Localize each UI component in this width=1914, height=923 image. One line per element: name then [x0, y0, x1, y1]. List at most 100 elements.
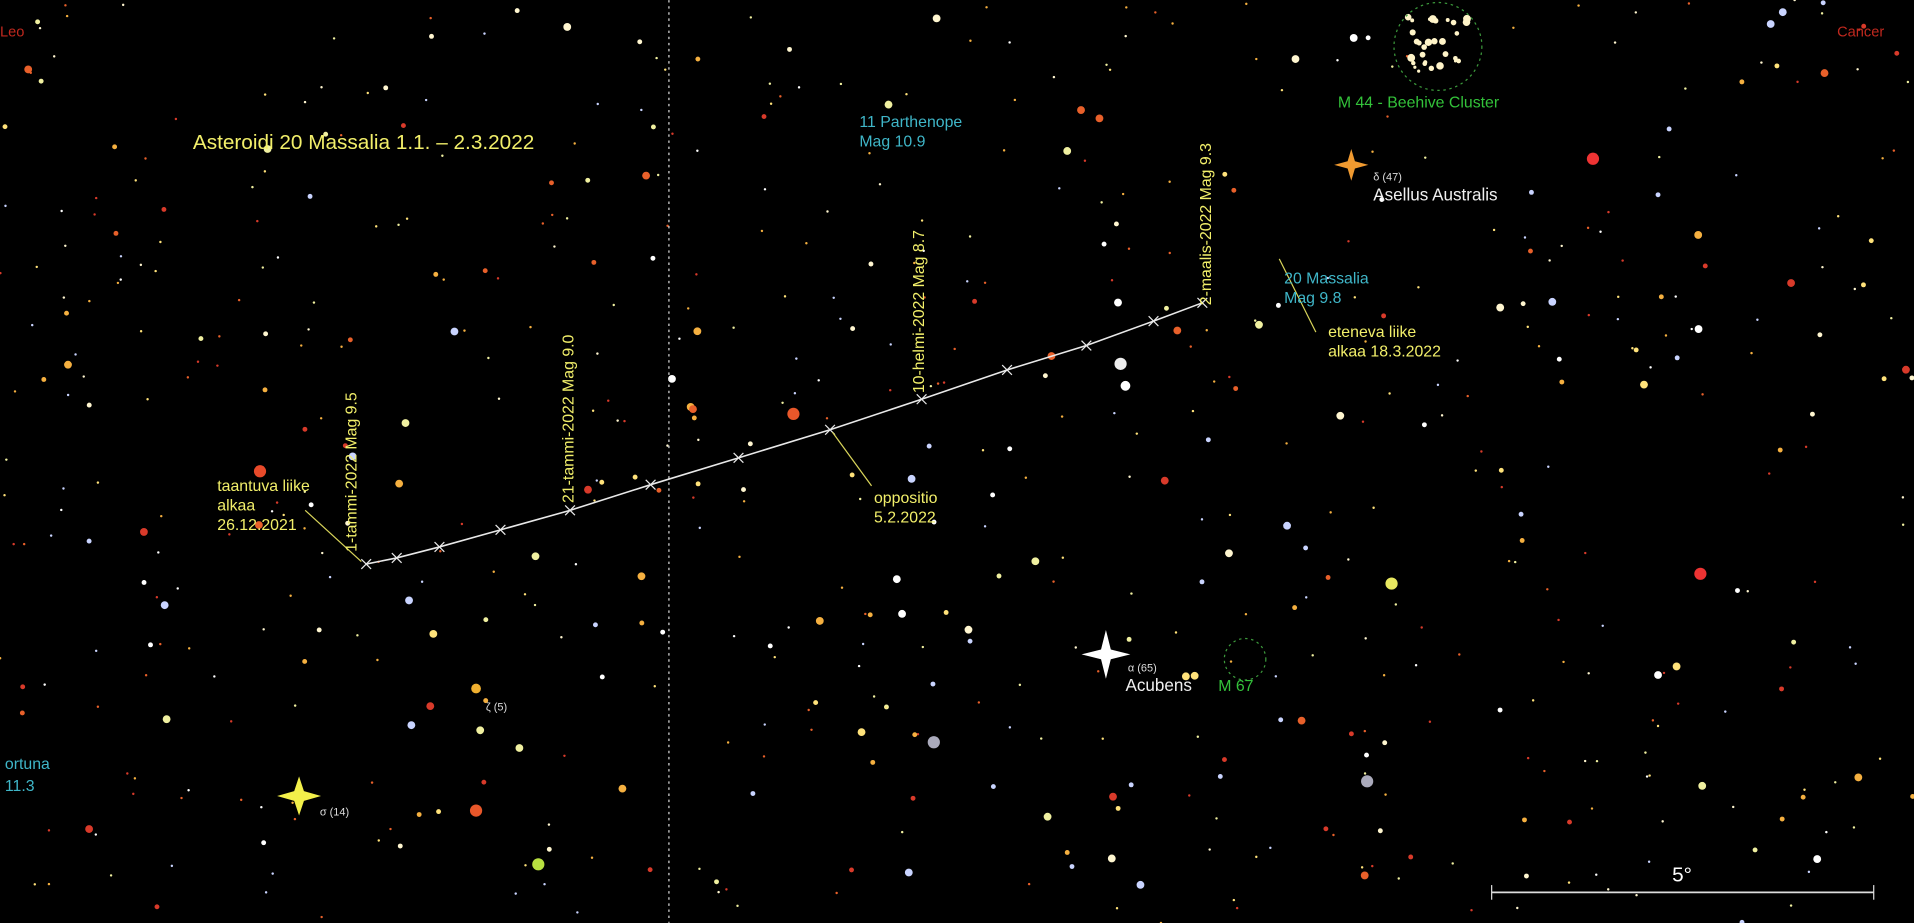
- star: [607, 399, 610, 402]
- star: [1890, 316, 1893, 320]
- star: [1171, 22, 1174, 25]
- star: [825, 417, 829, 420]
- star: [300, 344, 303, 347]
- star: [590, 856, 594, 859]
- star: [1735, 174, 1738, 177]
- star: [82, 375, 85, 378]
- star: [1684, 87, 1687, 90]
- star: [1190, 671, 1199, 680]
- star-name: Acubens: [1125, 676, 1191, 695]
- star: [850, 326, 856, 332]
- star: [416, 812, 422, 817]
- star-designation: α (65): [1128, 662, 1157, 674]
- star: [1821, 265, 1824, 269]
- star: [38, 26, 42, 30]
- star: [94, 196, 98, 200]
- star: [1577, 4, 1580, 7]
- star: [1381, 313, 1387, 319]
- star: [487, 356, 490, 360]
- star: [551, 213, 554, 217]
- star: [1199, 579, 1205, 585]
- track-tick: [564, 505, 576, 516]
- star: [664, 68, 667, 71]
- star: [943, 610, 949, 615]
- star: [1644, 751, 1647, 754]
- track-tick: [733, 452, 744, 464]
- star: [1516, 906, 1519, 910]
- star: [1852, 826, 1856, 829]
- star: [1113, 411, 1116, 415]
- star: [595, 479, 599, 482]
- star: [1232, 898, 1236, 902]
- star: [985, 6, 988, 9]
- star: [623, 419, 626, 423]
- star: [1631, 347, 1634, 350]
- star: [697, 438, 700, 442]
- star: [1349, 34, 1358, 42]
- star: [35, 265, 38, 269]
- star: [320, 915, 323, 919]
- date-label: 1-tammi-2022 Mag 9.5: [343, 392, 360, 552]
- star: [592, 622, 598, 628]
- star: [1649, 366, 1652, 369]
- star: [374, 225, 378, 228]
- star: [270, 510, 274, 513]
- star: [1269, 846, 1272, 850]
- star: [420, 580, 424, 583]
- star: [159, 642, 162, 646]
- star: [1791, 639, 1797, 645]
- star: [1789, 666, 1792, 669]
- star: [162, 715, 171, 724]
- star: [1285, 442, 1288, 445]
- date-label: 21-tammi-2022 Mag 9.0: [561, 334, 578, 503]
- track-tick: [360, 558, 372, 570]
- star: [275, 501, 279, 504]
- star: [1658, 294, 1664, 300]
- star: [835, 891, 838, 895]
- star: [94, 833, 98, 836]
- star: [884, 706, 888, 709]
- star: [892, 575, 901, 584]
- star: [229, 720, 233, 723]
- star: [1061, 556, 1065, 559]
- star: [320, 86, 323, 89]
- star: [400, 123, 406, 129]
- star: [1305, 596, 1308, 599]
- star: [397, 223, 400, 227]
- star: [747, 441, 753, 447]
- star: [1130, 592, 1133, 595]
- star: [695, 273, 698, 276]
- star: [1212, 380, 1216, 383]
- star: [1205, 437, 1211, 443]
- star: [964, 625, 973, 634]
- star: [261, 840, 267, 846]
- star: [725, 888, 728, 891]
- star: [1191, 409, 1195, 413]
- star: [126, 772, 129, 775]
- star: [1196, 735, 1200, 738]
- star: [1690, 327, 1693, 331]
- star: [1347, 240, 1350, 243]
- star: [1421, 422, 1427, 428]
- star: [316, 627, 322, 633]
- star: [1909, 375, 1914, 381]
- star: [1856, 68, 1859, 71]
- star: [1291, 55, 1300, 63]
- star: [139, 330, 143, 333]
- star: [1365, 35, 1371, 41]
- star: [793, 392, 797, 395]
- star: [1651, 719, 1655, 722]
- star: [529, 325, 532, 329]
- star: [1635, 893, 1638, 897]
- star: [655, 56, 658, 60]
- track-tick: [434, 541, 445, 553]
- cluster-star: [1453, 59, 1457, 63]
- star: [1311, 654, 1314, 657]
- star: [898, 609, 906, 618]
- cluster-star: [1445, 18, 1450, 22]
- star: [1208, 848, 1211, 851]
- star: [429, 629, 438, 638]
- star: [1244, 612, 1248, 616]
- star: [237, 298, 241, 302]
- star: [43, 683, 46, 686]
